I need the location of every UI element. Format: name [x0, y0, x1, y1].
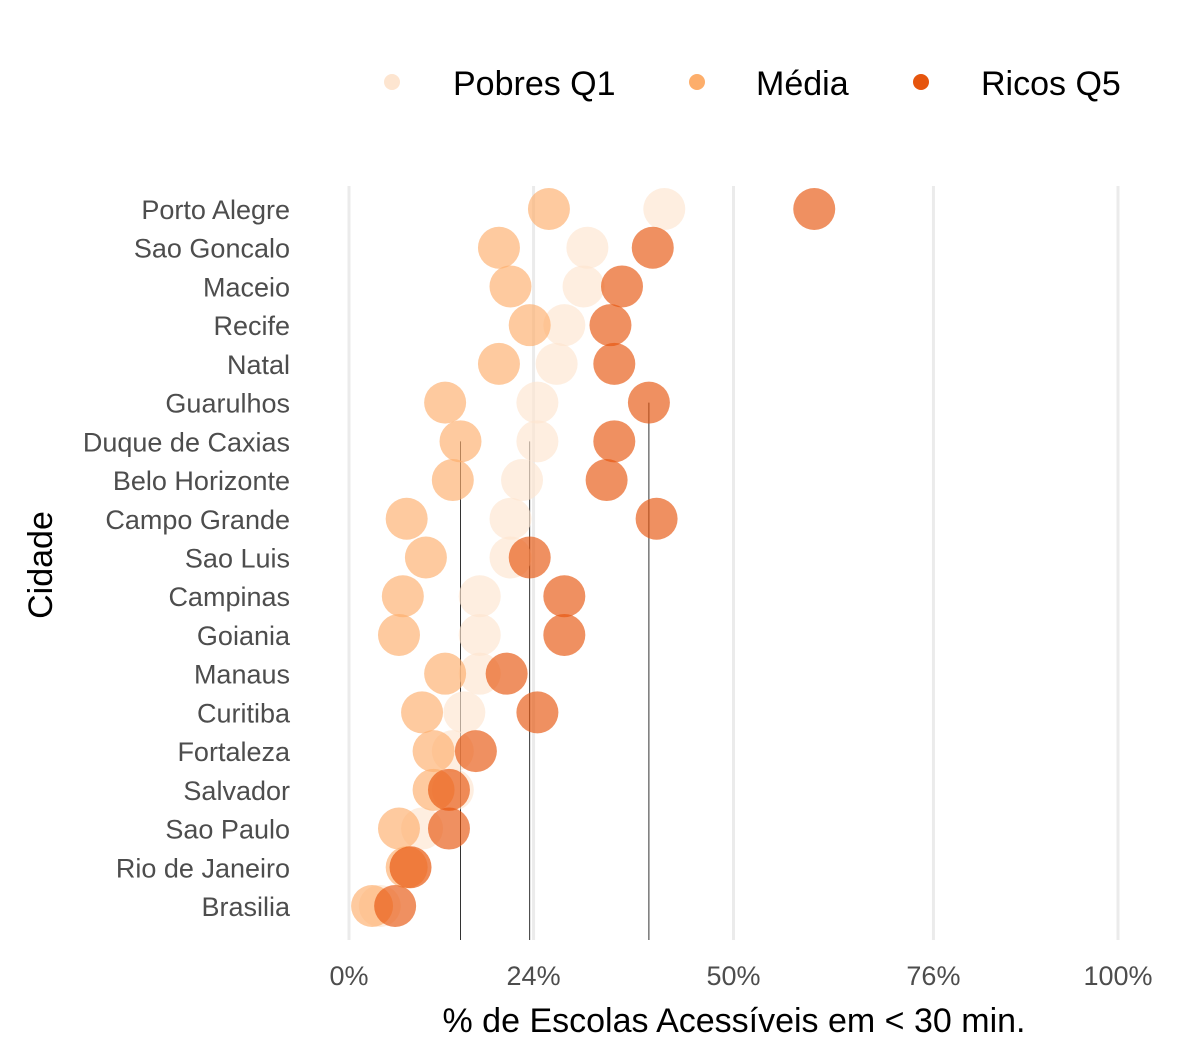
x-tick-label-2: 50% [706, 961, 760, 991]
y-tick-label-sao-paulo: Sao Paulo [165, 815, 290, 845]
point-media-belo-horizonte [431, 459, 474, 502]
y-tick-label-fortaleza: Fortaleza [177, 737, 291, 767]
y-tick-label-curitiba: Curitiba [197, 698, 291, 728]
point-media-curitiba [401, 691, 444, 734]
point-media-guarulhos [424, 381, 467, 424]
point-media-manaus [424, 652, 467, 695]
point-ricos-q5-goiania [543, 613, 586, 656]
point-ricos-q5-porto-alegre [793, 188, 836, 230]
point-media-porto-alegre [527, 188, 570, 230]
point-ricos-q5-fortaleza [454, 730, 497, 773]
legend-marker-ricos-q5 [913, 74, 929, 90]
point-ricos-q5-recife [589, 304, 632, 347]
point-pobres-q1-natal [535, 342, 578, 385]
series-ricos-q5 [374, 188, 836, 927]
legend-marker-media [689, 74, 705, 90]
y-tick-label-brasilia: Brasilia [201, 892, 291, 922]
point-ricos-q5-sao-goncalo [631, 226, 674, 269]
y-tick-label-campinas: Campinas [168, 582, 290, 612]
y-tick-label-sao-goncalo: Sao Goncalo [134, 234, 290, 264]
y-tick-label-recife: Recife [213, 311, 290, 341]
y-tick-label-natal: Natal [227, 350, 290, 380]
y-tick-label-salvador: Salvador [183, 776, 290, 806]
point-media-sao-luis [404, 536, 447, 579]
point-media-sao-goncalo [477, 226, 520, 269]
point-ricos-q5-brasilia [374, 885, 417, 927]
y-tick-label-rio-de-janeiro: Rio de Janeiro [116, 853, 290, 883]
x-tick-label-1: 24% [507, 961, 561, 991]
point-pobres-q1-curitiba [443, 691, 486, 734]
y-tick-label-goiania: Goiania [197, 621, 291, 651]
point-media-recife [508, 304, 551, 347]
y-tick-label-sao-luis: Sao Luis [185, 544, 290, 574]
point-pobres-q1-campinas [458, 575, 501, 618]
y-axis-category-labels: Porto Alegre Sao Goncalo Maceio Recife Natal… [83, 195, 291, 922]
y-tick-label-porto-alegre: Porto Alegre [141, 195, 290, 225]
legend-marker-pobres-q1 [384, 74, 400, 90]
x-tick-label-0: 0% [329, 961, 368, 991]
point-ricos-q5-duque-de-caxias [593, 420, 636, 463]
point-ricos-q5-rio-de-janeiro [389, 846, 432, 889]
legend-label-media: Média [756, 65, 849, 103]
x-axis-tick-labels: 0% 24% 50% 76% 100% [329, 961, 1152, 991]
point-media-campinas [381, 575, 424, 618]
y-tick-label-duque-de-caxias: Duque de Caxias [83, 427, 290, 457]
y-tick-label-manaus: Manaus [194, 660, 290, 690]
point-ricos-q5-sao-paulo [427, 807, 470, 850]
y-tick-label-campo-grande: Campo Grande [105, 505, 290, 535]
point-ricos-q5-curitiba [516, 691, 559, 734]
point-ricos-q5-manaus [485, 652, 528, 695]
point-pobres-q1-porto-alegre [643, 188, 686, 230]
y-tick-label-maceio: Maceio [203, 272, 290, 302]
point-ricos-q5-campinas [543, 575, 586, 618]
point-pobres-q1-goiania [458, 613, 501, 656]
point-media-sao-paulo [377, 807, 420, 850]
point-ricos-q5-salvador [427, 768, 470, 811]
point-media-natal [477, 342, 520, 385]
point-pobres-q1-sao-goncalo [566, 226, 609, 269]
data-points [351, 188, 836, 927]
point-pobres-q1-belo-horizonte [501, 459, 544, 502]
x-tick-label-3: 76% [906, 961, 960, 991]
point-media-maceio [489, 265, 532, 308]
point-pobres-q1-guarulhos [516, 381, 559, 424]
point-ricos-q5-guarulhos [627, 381, 670, 424]
point-media-goiania [377, 613, 420, 656]
legend-label-pobres-q1: Pobres Q1 [453, 65, 616, 103]
x-tick-label-4: 100% [1083, 961, 1152, 991]
point-pobres-q1-recife [543, 304, 586, 347]
point-media-duque-de-caxias [439, 420, 482, 463]
point-media-campo-grande [385, 497, 428, 540]
point-ricos-q5-natal [593, 342, 636, 385]
legend-label-ricos-q5: Ricos Q5 [981, 65, 1121, 103]
point-ricos-q5-belo-horizonte [585, 459, 628, 502]
point-pobres-q1-duque-de-caxias [516, 420, 559, 463]
point-ricos-q5-maceio [600, 265, 643, 308]
point-ricos-q5-sao-luis [508, 536, 551, 579]
point-pobres-q1-campo-grande [489, 497, 532, 540]
point-media-fortaleza [412, 730, 455, 773]
y-tick-label-guarulhos: Guarulhos [165, 389, 290, 419]
point-ricos-q5-campo-grande [635, 497, 678, 540]
y-axis-title: Cidade [22, 511, 60, 619]
legend: Pobres Q1 Média Ricos Q5 [384, 65, 1121, 103]
x-axis-title: % de Escolas Acessíveis em < 30 min. [443, 1002, 1026, 1040]
y-tick-label-belo-horizonte: Belo Horizonte [113, 466, 290, 496]
point-pobres-q1-maceio [562, 265, 605, 308]
